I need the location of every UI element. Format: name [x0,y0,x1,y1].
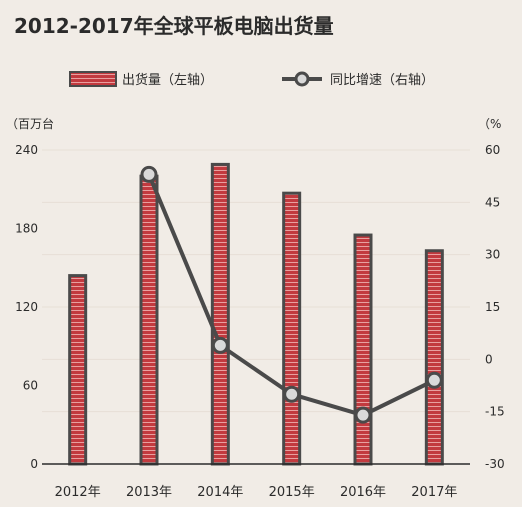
bar-shipments [68,274,88,466]
chart-title: 2012-2017年全球平板电脑出货量 [14,14,334,38]
grid-layer [42,149,470,465]
growth-point [140,165,158,183]
y-left-tick-label: 120 [15,300,38,314]
growth-point [283,385,301,403]
legend-marker-growth [294,71,310,87]
bar-shipments [210,162,230,466]
legend-label-growth: 同比增速（右轴） [330,73,434,88]
growth-point [354,406,372,424]
y-right-tick-label: -30 [485,457,505,471]
axis-layer: 0 60 120 180 240 -30 -15 0 15 30 45 60 2012年 2013年 201… [15,143,505,500]
legend: 出货量（左轴） 同比增速（右轴） [69,71,434,88]
y-right-tick-label: -15 [485,405,505,419]
y-right-tick-label: 15 [485,300,500,314]
y-right-tick-label: 30 [485,248,500,262]
bar-layer [68,162,444,466]
y-left-tick-label: 180 [15,222,38,236]
growth-point [211,336,229,354]
y-right-unit: （% [478,117,501,131]
x-tick-label: 2014年 [197,485,243,500]
y-left-tick-label: 60 [23,379,38,393]
line-layer [140,165,443,424]
x-tick-label: 2016年 [340,485,386,500]
bar-shipments [353,233,373,466]
legend-swatch-shipments [69,71,117,87]
x-tick-label: 2012年 [55,485,101,500]
y-right-tick-label: 60 [485,143,500,157]
bar-shipments [282,191,302,466]
x-tick-label: 2015年 [269,485,315,500]
y-left-tick-label: 240 [15,143,38,157]
y-left-tick-label: 0 [30,457,38,471]
growth-point [425,371,443,389]
legend-label-shipments: 出货量（左轴） [122,72,213,88]
y-right-tick-label: 45 [485,195,500,209]
bar-shipments [139,174,159,466]
y-left-unit: （百万台 [6,116,54,131]
x-tick-label: 2017年 [411,485,457,500]
bar-shipments [424,249,444,466]
y-right-tick-label: 0 [485,352,493,366]
x-tick-label: 2013年 [126,485,172,500]
